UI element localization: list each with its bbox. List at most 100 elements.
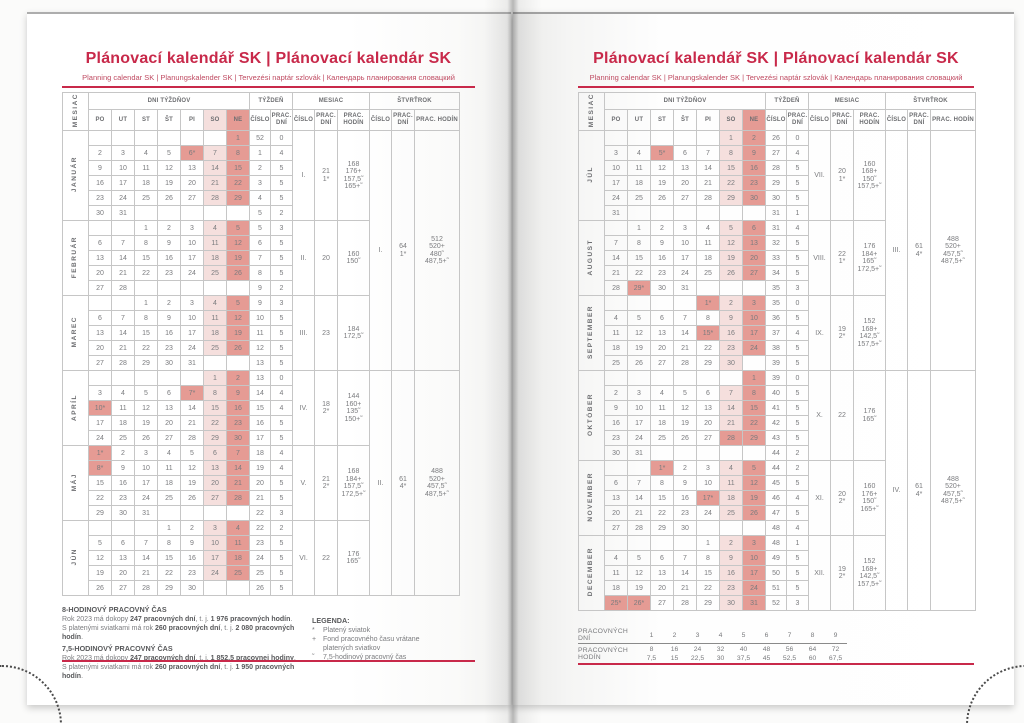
day-cell: 30 <box>111 505 135 522</box>
quarter-number-cell: I. <box>369 130 392 372</box>
week-workdays-cell: 5 <box>270 235 293 252</box>
day-cell: 5* <box>650 145 674 162</box>
day-cell: 12 <box>742 475 766 492</box>
day-cell: 10 <box>696 475 720 492</box>
day-cell: 19 <box>742 490 766 507</box>
week-number-cell: 14 <box>249 385 271 402</box>
day-cell: 22 <box>226 175 250 192</box>
empty-day-cell <box>203 355 227 372</box>
empty-day-cell <box>88 370 112 387</box>
month-workhours-cell: 144 160+ 135˜ 150+˜ <box>337 370 370 447</box>
week-workdays-cell: 1 <box>786 535 809 552</box>
day-cell: 3 <box>180 220 204 237</box>
month-workhours-cell: 176 165˜ <box>853 370 886 462</box>
week-number-cell: 20 <box>249 475 271 492</box>
week-number-cell: 15 <box>249 400 271 417</box>
day-cell: 23 <box>650 265 674 282</box>
month-workhours-cell: 168 184+ 157,5˜ 172,5+˜ <box>337 445 370 522</box>
week-workdays-cell: 5 <box>786 505 809 522</box>
day-cell: 1* <box>696 295 720 312</box>
empty-day-cell <box>88 520 112 537</box>
day-cell: 26 <box>180 490 204 507</box>
day-cell: 8 <box>696 550 720 567</box>
day-cell: 10 <box>203 535 227 552</box>
day-cell: 30 <box>157 355 181 372</box>
week-workdays-cell: 5 <box>270 430 293 447</box>
day-cell: 3 <box>627 385 651 402</box>
weekday-header-št: ŠT <box>673 109 697 132</box>
day-cell: 12 <box>134 400 158 417</box>
day-cell: 24 <box>673 265 697 282</box>
month-number-cell: I. <box>292 130 315 222</box>
day-cell: 17 <box>180 325 204 342</box>
day-cell: 31 <box>673 280 697 297</box>
quarter-workhours-cell: 488 520+ 457,5˜ 487,5+˜ <box>930 370 976 612</box>
page-subtitle: Planning calendar SK | Planungskalender … <box>82 73 455 82</box>
week-workdays-cell: 5 <box>270 355 293 372</box>
week-workdays-cell: 4 <box>270 400 293 417</box>
day-cell: 5 <box>226 220 250 237</box>
sub-header: PRAC. DNÍ <box>907 109 931 132</box>
day-cell: 7 <box>627 475 651 492</box>
day-cell: 8* <box>88 460 112 477</box>
empty-day-cell <box>111 370 135 387</box>
week-workdays-cell: 5 <box>786 310 809 327</box>
week-workdays-cell: 5 <box>786 400 809 417</box>
day-cell: 26 <box>650 190 674 207</box>
empty-day-cell <box>696 130 720 147</box>
day-cell: 21 <box>134 565 158 582</box>
month-name-cell: JANUÁR <box>62 130 89 222</box>
quarter-number-cell: II. <box>369 370 392 597</box>
week-number-cell: 52 <box>249 130 271 147</box>
day-cell: 14 <box>111 250 135 267</box>
day-cell: 5 <box>627 310 651 327</box>
month-name-cell: MAREC <box>62 295 89 372</box>
month-name-cell: AUGUST <box>578 220 605 297</box>
weekday-header-pi: PI <box>696 109 720 132</box>
day-cell: 9 <box>157 310 181 327</box>
day-cell: 30 <box>88 205 112 222</box>
quarter-workdays-cell: 61 4* <box>391 370 415 597</box>
day-cell: 26 <box>226 340 250 357</box>
day-cell: 15 <box>742 400 766 417</box>
week-number-cell: 52 <box>765 595 787 612</box>
day-cell: 8 <box>226 145 250 162</box>
day-cell: 10* <box>88 400 112 417</box>
day-cell: 19 <box>719 250 743 267</box>
week-number-cell: 26 <box>765 130 787 147</box>
week-workdays-cell: 5 <box>270 475 293 492</box>
day-cell: 10 <box>180 235 204 252</box>
day-cell: 29 <box>650 520 674 537</box>
worktime-segment: S platenými sviatkami má rok <box>62 624 155 632</box>
day-cell: 29 <box>742 430 766 447</box>
week-number-cell: 11 <box>249 325 271 342</box>
worktime-segment: 260 pracovných dní <box>154 663 221 671</box>
day-cell: 3 <box>134 445 158 462</box>
week-number-cell: 40 <box>765 385 787 402</box>
sub-header: ČÍSLO <box>808 109 831 132</box>
week-number-cell: 28 <box>765 160 787 177</box>
empty-day-cell <box>673 295 697 312</box>
day-cell: 18 <box>203 250 227 267</box>
day-cell: 8 <box>627 235 651 252</box>
empty-day-cell <box>203 130 227 147</box>
day-cell: 7 <box>673 550 697 567</box>
week-number-cell: 13 <box>249 370 271 387</box>
legend-item: + Fond pracovného času vrátane platených … <box>312 635 442 653</box>
day-cell: 28 <box>673 355 697 372</box>
sub-header: PRAC. DNÍ <box>786 109 809 132</box>
day-cell: 9 <box>742 145 766 162</box>
week-number-cell: 47 <box>765 505 787 522</box>
worktime-segment: . <box>290 615 293 623</box>
day-cell: 21 <box>604 265 628 282</box>
day-cell: 9 <box>88 160 112 177</box>
day-cell: 18 <box>604 580 628 597</box>
day-cell: 7 <box>604 235 628 252</box>
week-workdays-cell: 5 <box>270 250 293 267</box>
day-cell: 7 <box>673 310 697 327</box>
empty-day-cell <box>719 370 743 387</box>
week-number-cell: 35 <box>765 280 787 297</box>
week-workdays-cell: 2 <box>270 205 293 222</box>
day-cell: 24 <box>203 565 227 582</box>
day-cell: 11 <box>203 235 227 252</box>
